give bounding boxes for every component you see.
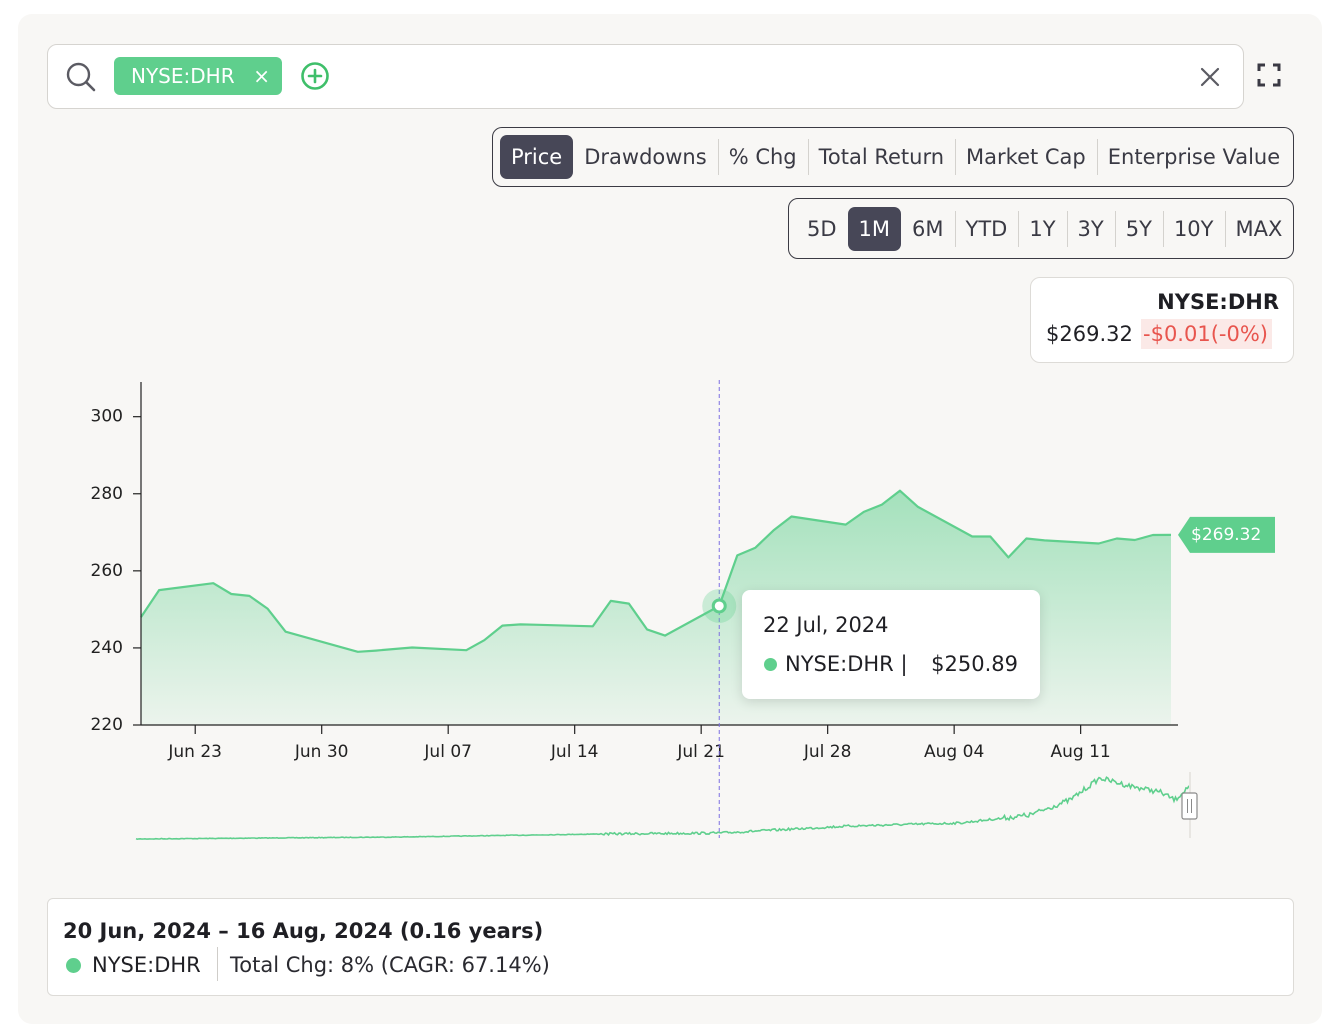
y-tick-label: 260: [91, 561, 123, 581]
x-tick-label: Jun 30: [294, 742, 349, 762]
x-tick-label: Jul 14: [550, 742, 599, 762]
range-5d[interactable]: 5D: [807, 216, 837, 241]
chip-close-icon[interactable]: ×: [253, 64, 270, 88]
fullscreen-icon[interactable]: [1256, 62, 1282, 88]
x-tick-label: Aug 11: [1051, 742, 1111, 762]
summary-series: NYSE:DHR: [92, 953, 201, 977]
quote-ticker: NYSE:DHR: [1157, 290, 1279, 314]
range-3y[interactable]: 3Y: [1066, 207, 1115, 251]
x-tick-label: Aug 04: [924, 742, 984, 762]
navigator-handle[interactable]: [1181, 792, 1198, 820]
y-tick-label: 240: [91, 638, 123, 658]
quote-price: $269.32: [1046, 322, 1133, 346]
range-1y[interactable]: 1Y: [1018, 207, 1066, 251]
ticker-search-bar[interactable]: NYSE:DHR ×: [47, 44, 1244, 109]
last-value-label: $269.32: [1191, 525, 1261, 545]
series-color-dot: [764, 658, 777, 671]
summary-date-range: 20 Jun, 2024 – 16 Aug, 2024 (0.16 years): [63, 919, 544, 943]
y-tick-label: 280: [91, 484, 123, 504]
search-icon[interactable]: [64, 60, 98, 94]
range-6m[interactable]: 6M: [912, 216, 944, 241]
range-max[interactable]: MAX: [1224, 207, 1294, 251]
price-line: [140, 489, 1172, 653]
y-ticks: 300 280 260 240 220: [91, 407, 141, 735]
x-tick-label: Jul 21: [676, 742, 725, 762]
summary-divider: [217, 947, 218, 981]
ticker-chip-label: NYSE:DHR: [131, 64, 235, 88]
series-color-dot: [66, 958, 81, 973]
summary-box: 20 Jun, 2024 – 16 Aug, 2024 (0.16 years)…: [47, 898, 1294, 996]
hover-point: [711, 598, 727, 614]
x-ticks: Jun 23 Jun 30 Jul 07 Jul 14 Jul 21 Jul 28 Aug …: [167, 725, 1111, 762]
metric-tabs: Price Drawdowns % Chg Total Return Marke…: [492, 127, 1294, 187]
tab-enterprise-value[interactable]: Enterprise Value: [1096, 135, 1291, 179]
tab-percent-change[interactable]: % Chg: [717, 135, 808, 179]
ticker-chip[interactable]: NYSE:DHR ×: [114, 57, 282, 95]
quote-box: NYSE:DHR $269.32 -$0.01(-0%): [1030, 277, 1294, 363]
plus-circle-icon[interactable]: [300, 61, 330, 91]
y-tick-label: 220: [91, 715, 123, 735]
y-tick-label: 300: [91, 407, 123, 427]
close-icon[interactable]: [1197, 64, 1223, 90]
range-5y[interactable]: 5Y: [1114, 207, 1163, 251]
range-10y[interactable]: 10Y: [1162, 207, 1225, 251]
tab-price[interactable]: Price: [500, 135, 574, 179]
range-navigator-line[interactable]: [135, 776, 1190, 841]
range-ytd[interactable]: YTD: [954, 207, 1019, 251]
last-value-tag: $269.32: [1178, 516, 1275, 553]
quote-change: -$0.01(-0%): [1141, 319, 1272, 349]
x-tick-label: Jul 28: [803, 742, 852, 762]
x-tick-label: Jul 07: [423, 742, 472, 762]
tab-total-return[interactable]: Total Return: [807, 135, 955, 179]
x-tick-label: Jun 23: [167, 742, 222, 762]
tooltip-date: 22 Jul, 2024: [763, 613, 889, 637]
tooltip-value: $250.89: [931, 652, 1018, 676]
range-tabs: 5D 1M 6M YTD 1Y 3Y 5Y 10Y MAX: [788, 198, 1294, 259]
tab-market-cap[interactable]: Market Cap: [955, 135, 1097, 179]
hover-tooltip: 22 Jul, 2024 NYSE:DHR | $250.89: [742, 590, 1040, 699]
tooltip-series: NYSE:DHR |: [785, 652, 908, 676]
range-1m[interactable]: 1M: [847, 206, 902, 251]
summary-total-change: Total Chg: 8% (CAGR: 67.14%): [230, 953, 550, 977]
tab-drawdowns[interactable]: Drawdowns: [584, 145, 707, 169]
